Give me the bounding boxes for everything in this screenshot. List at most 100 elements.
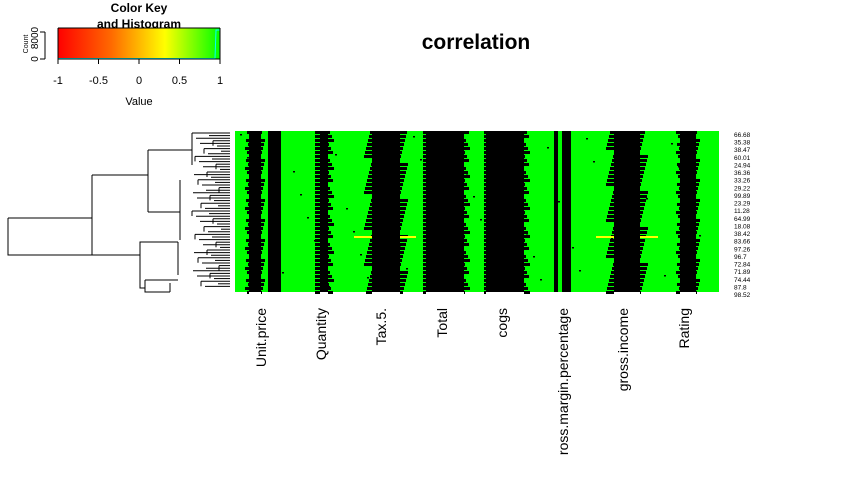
dark-cell [464, 227, 468, 230]
dark-cell [613, 191, 614, 194]
dark-cell [315, 263, 320, 266]
column-label: Unit.price [253, 308, 269, 367]
dark-cell [606, 147, 614, 150]
dark-cell [315, 259, 320, 262]
dark-cell [524, 231, 528, 234]
dark-cell [400, 259, 402, 262]
dark-cell [328, 179, 333, 182]
dark-cell [315, 131, 320, 134]
row-label: 98.52 [734, 292, 751, 299]
dark-cell [678, 195, 680, 198]
dark-cell [524, 235, 530, 238]
color-key-xtick-label: 0 [136, 75, 142, 87]
dark-cell [484, 279, 486, 282]
dark-cell [610, 275, 614, 278]
dark-cell [608, 211, 614, 214]
dark-cell [245, 267, 249, 270]
dark-cell [368, 139, 372, 142]
dark-cell [464, 259, 470, 262]
dark-cell [640, 271, 646, 274]
dark-cell [524, 203, 528, 206]
dark-cell [246, 279, 249, 282]
dark-cell [335, 154, 337, 156]
dark-cell [245, 187, 249, 190]
dark-cell [524, 287, 528, 290]
dark-cell [640, 191, 648, 194]
dark-cell [366, 147, 372, 150]
dark-cell [640, 247, 643, 250]
dark-cell [423, 207, 426, 210]
dark-cell [579, 270, 581, 272]
dark-cell [248, 183, 249, 186]
dark-cell [423, 247, 426, 250]
dark-cell [261, 251, 262, 254]
dark-cell [366, 291, 372, 294]
dark-cell [261, 263, 264, 266]
dark-cell [696, 251, 697, 254]
dark-cell [524, 155, 525, 158]
dark-cell [696, 159, 700, 162]
dark-cell [388, 191, 390, 193]
dark-cell [696, 239, 700, 242]
dark-cell [315, 203, 320, 206]
dark-cell [524, 191, 529, 194]
dark-cell [400, 219, 403, 222]
dark-cell [328, 287, 331, 290]
dark-cell [524, 239, 525, 242]
dark-cell [400, 139, 405, 142]
dark-cell [328, 243, 330, 246]
dark-cell [625, 284, 627, 286]
dark-cell [608, 139, 614, 142]
dark-cell [696, 223, 699, 226]
dark-cell [261, 187, 263, 190]
dark-cell [367, 251, 372, 254]
dark-cell [607, 251, 614, 254]
dark-cell [664, 275, 666, 277]
dark-cell [607, 179, 614, 182]
dark-cell [484, 135, 486, 138]
dark-cell [315, 139, 320, 142]
dark-cell [328, 275, 332, 278]
dark-cell [459, 150, 461, 152]
row-label: 38.47 [734, 147, 751, 154]
dark-cell [423, 179, 426, 182]
dark-cell [613, 227, 614, 230]
dark-cell [679, 187, 680, 190]
dark-cell [484, 211, 486, 214]
dark-cell [261, 147, 263, 150]
dark-cell [608, 175, 614, 178]
dark-cell [676, 231, 680, 234]
dark-cell [484, 167, 486, 170]
dark-cell [699, 235, 701, 237]
dendrogram-branch [139, 255, 145, 289]
dark-cell [315, 291, 320, 294]
dark-cell [484, 219, 486, 222]
dark-cell [261, 247, 263, 250]
dark-cell [423, 267, 426, 270]
dark-cell [315, 155, 320, 158]
dark-cell [696, 183, 699, 186]
dark-cell [328, 147, 331, 150]
dark-cell [696, 187, 698, 190]
dark-cell [400, 287, 404, 290]
dark-cell [315, 219, 320, 222]
dark-cell [246, 159, 249, 162]
dark-cell [696, 191, 697, 194]
dark-cell [679, 207, 680, 210]
dark-cell [677, 203, 680, 206]
dark-cell [369, 243, 372, 246]
color-key-x-ticks: -1 -0.5 0 0.5 1 [53, 59, 223, 87]
dark-cell [441, 228, 443, 230]
color-key-xtick-label: 0.5 [172, 75, 187, 87]
dark-cell [464, 171, 468, 174]
dark-cell [370, 239, 372, 242]
dark-band [554, 131, 558, 292]
dark-cell [370, 275, 372, 278]
dark-cell [524, 135, 529, 138]
dark-cell [464, 175, 470, 178]
dark-cell [261, 239, 265, 242]
dark-cell [696, 207, 698, 210]
dark-cell [609, 243, 614, 246]
dark-cell [315, 247, 320, 250]
